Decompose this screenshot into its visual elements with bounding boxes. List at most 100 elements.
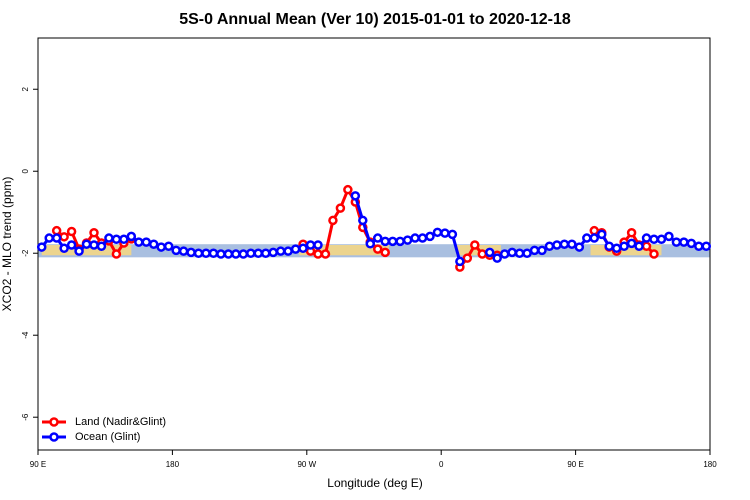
point — [380, 247, 390, 258]
point — [193, 248, 204, 258]
point — [260, 248, 271, 258]
point — [552, 240, 562, 250]
point — [671, 237, 682, 247]
point — [455, 256, 465, 267]
point — [626, 227, 637, 238]
point — [567, 239, 577, 249]
point — [559, 239, 570, 249]
y-tick-label: -2 — [21, 249, 30, 257]
point — [514, 248, 525, 258]
point — [44, 233, 54, 243]
point — [201, 248, 211, 258]
point — [290, 244, 301, 254]
y-tick-label: -4 — [21, 331, 30, 339]
point — [529, 245, 540, 256]
point — [66, 240, 77, 250]
point — [163, 241, 174, 252]
point — [626, 238, 637, 249]
x-tick-label: 90 E — [30, 460, 46, 469]
point — [298, 243, 308, 254]
point — [686, 238, 697, 249]
point — [477, 249, 488, 259]
point — [484, 247, 495, 258]
point — [59, 243, 69, 254]
point — [701, 241, 712, 252]
x-tick-label: 180 — [166, 460, 180, 469]
point — [59, 232, 69, 242]
point — [619, 241, 629, 252]
point — [89, 227, 99, 238]
x-tick-label: 90 E — [567, 460, 583, 469]
legend-marker — [49, 432, 59, 442]
point — [358, 215, 368, 226]
point — [417, 233, 428, 243]
y-tick-label: 2 — [21, 86, 30, 91]
x-tick-label: 180 — [703, 460, 717, 469]
point — [544, 241, 555, 252]
point — [253, 248, 264, 258]
y-tick-label: -6 — [21, 413, 30, 421]
point — [156, 242, 166, 252]
point — [372, 233, 383, 243]
point — [365, 239, 376, 249]
point — [611, 243, 622, 254]
point — [492, 253, 502, 263]
point — [74, 246, 84, 256]
point — [313, 249, 323, 259]
point — [425, 231, 435, 242]
point — [89, 240, 99, 250]
point — [238, 249, 249, 259]
point — [51, 225, 62, 236]
point — [208, 248, 219, 258]
point — [589, 233, 600, 243]
point — [148, 239, 159, 249]
point — [178, 246, 189, 256]
point — [589, 225, 600, 236]
point — [66, 226, 77, 237]
point — [36, 242, 47, 252]
point — [305, 240, 316, 250]
point — [223, 249, 234, 259]
point — [582, 233, 592, 243]
point — [522, 248, 532, 258]
point — [283, 246, 293, 256]
point — [111, 249, 122, 259]
point — [462, 253, 473, 263]
point — [447, 229, 458, 240]
point — [649, 234, 659, 245]
point — [604, 241, 614, 252]
point — [216, 249, 226, 259]
point — [380, 236, 390, 247]
point — [328, 215, 338, 226]
point — [231, 249, 241, 259]
point — [171, 245, 181, 256]
point — [432, 227, 443, 238]
point — [320, 249, 331, 259]
point — [402, 235, 413, 245]
point — [372, 244, 383, 254]
point — [694, 241, 704, 252]
point — [596, 229, 607, 240]
land-band — [41, 245, 132, 256]
point — [679, 237, 689, 247]
point — [134, 237, 144, 247]
y-tick-label: 0 — [21, 168, 30, 173]
point — [81, 239, 92, 249]
x-tick-label: 0 — [439, 460, 444, 469]
point — [395, 236, 405, 247]
point — [656, 234, 667, 245]
point — [126, 231, 137, 242]
point — [634, 241, 644, 252]
point — [268, 247, 278, 258]
point — [410, 233, 420, 243]
point — [246, 248, 256, 258]
point — [343, 184, 353, 195]
point — [641, 241, 652, 252]
legend-marker — [49, 417, 59, 427]
point — [111, 234, 122, 245]
x-tick-label: 90 W — [297, 460, 316, 469]
point — [387, 236, 398, 247]
point — [119, 234, 129, 245]
point — [51, 233, 62, 243]
